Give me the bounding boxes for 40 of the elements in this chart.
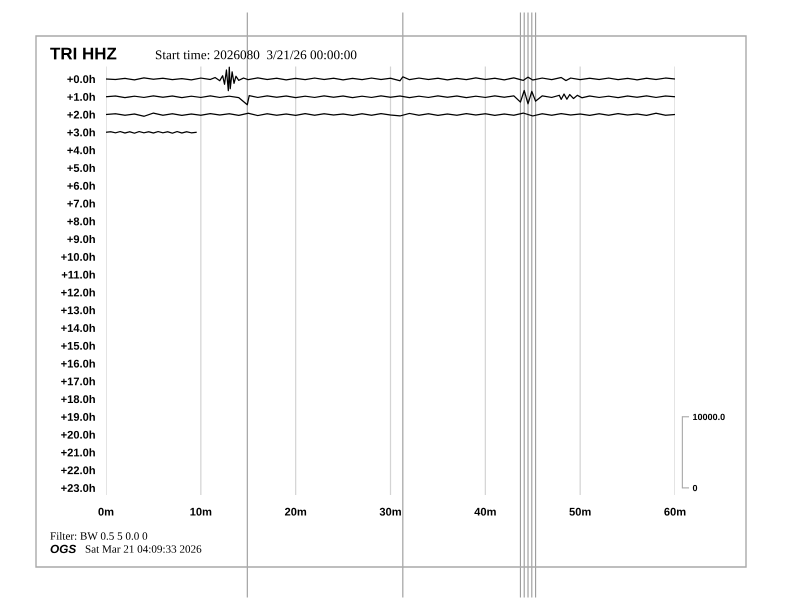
chart-title: TRI HHZ	[50, 48, 116, 60]
y-tick-label: +1.0h	[67, 92, 95, 101]
y-tick-label: +8.0h	[67, 217, 95, 226]
chart-subtitle: Start time: 2026080 3/21/26 00:00:00	[156, 50, 356, 60]
y-tick-label: +9.0h	[67, 234, 95, 244]
text: Filter: BW 0.5 5 0.0 0	[50, 532, 148, 540]
x-tick-label: 10m	[190, 508, 212, 516]
y-tick-label: +7.0h	[67, 199, 95, 208]
y-tick-label: +0.0h	[67, 74, 95, 84]
y-tick-label: +20.0h	[61, 430, 95, 439]
y-tick-label: +4.0h	[67, 146, 95, 154]
y-tick-label: +22.0h	[61, 466, 95, 474]
y-tick-label: +3.0h	[67, 128, 95, 136]
text: Sat Mar 21 04:09:33 2026	[86, 545, 202, 553]
y-tick-label: +23.0h	[61, 484, 95, 492]
y-tick-label: +11.0h	[62, 270, 95, 279]
line-series	[106, 66, 675, 92]
y-tick-label: +10.0h	[61, 252, 95, 261]
y-tick-label: +12.0h	[61, 288, 95, 296]
y-tick-label: +14.0h	[61, 324, 95, 332]
text: OGS	[50, 544, 76, 554]
x-tick-label: 60m	[664, 508, 686, 516]
y-tick-label: +13.0h	[61, 306, 95, 314]
x-tick-label: 50m	[569, 508, 591, 516]
y2-tick-label: 0	[692, 484, 698, 492]
y-tick-label: +19.0h	[61, 412, 95, 421]
x-tick-label: 20m	[284, 508, 306, 516]
y-tick-label: +2.0h	[67, 110, 95, 119]
y-tick-label: +17.0h	[61, 377, 95, 386]
y-tick-label: +15.0h	[61, 342, 95, 350]
line-series	[106, 90, 675, 106]
y-tick-label: +18.0h	[61, 394, 95, 404]
x-tick-label: 0m	[98, 508, 114, 516]
y-tick-label: +16.0h	[61, 359, 95, 368]
y-tick-label: +21.0h	[61, 448, 95, 456]
y-tick-label: +5.0h	[67, 164, 95, 172]
y-tick-label: +6.0h	[67, 182, 95, 190]
x-tick-label: 30m	[380, 508, 401, 516]
x-tick-label: 40m	[474, 508, 496, 516]
y2-tick-label: 10000.0	[693, 414, 725, 420]
